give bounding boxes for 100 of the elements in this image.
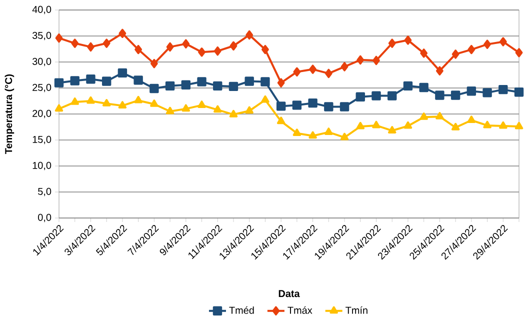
point	[404, 121, 412, 129]
point	[468, 44, 476, 54]
point	[260, 77, 270, 86]
point	[420, 48, 428, 58]
legend-label: Tmáx	[288, 306, 312, 314]
point	[245, 106, 254, 114]
point	[388, 91, 397, 100]
point	[420, 112, 428, 120]
point	[372, 56, 380, 66]
point	[498, 84, 508, 94]
point	[324, 68, 332, 78]
point	[182, 39, 190, 48]
point	[197, 77, 206, 86]
y-tick-label: 25,0	[32, 84, 52, 92]
legend-label: Tméd	[229, 306, 254, 314]
point	[308, 98, 318, 108]
point	[292, 100, 302, 110]
point	[118, 101, 127, 108]
point	[86, 74, 96, 84]
point	[324, 102, 334, 112]
point	[198, 48, 206, 57]
point	[166, 106, 174, 114]
point	[404, 36, 412, 45]
point	[356, 55, 364, 65]
y-tick-label: 30,0	[32, 58, 52, 66]
point	[134, 76, 143, 85]
point	[55, 33, 63, 43]
point	[244, 76, 254, 86]
point	[166, 42, 174, 52]
point	[276, 102, 286, 111]
point	[340, 132, 349, 140]
point	[246, 30, 254, 40]
point	[182, 104, 190, 112]
y-tick-label: 10,0	[32, 162, 52, 170]
point	[388, 126, 396, 134]
y-tick-label: 35,0	[32, 32, 52, 40]
point	[372, 91, 381, 100]
point	[102, 99, 111, 106]
point	[435, 90, 444, 100]
point	[165, 81, 175, 91]
y-axis-title: Temperatura (°C)	[4, 74, 14, 154]
point	[436, 112, 444, 120]
point	[324, 128, 333, 136]
point	[181, 80, 190, 90]
point	[102, 76, 112, 86]
point	[356, 92, 365, 102]
point	[229, 110, 238, 118]
point	[372, 120, 380, 128]
point	[403, 81, 413, 91]
point	[308, 131, 317, 139]
point	[451, 122, 460, 130]
point	[356, 122, 364, 130]
point	[450, 90, 460, 100]
point	[150, 100, 158, 107]
point	[54, 104, 64, 112]
point	[150, 58, 158, 68]
point	[515, 48, 523, 58]
point	[87, 42, 94, 52]
point	[134, 96, 142, 104]
point	[118, 28, 126, 38]
point	[150, 84, 159, 94]
point	[499, 37, 507, 46]
point	[277, 78, 285, 88]
point	[419, 82, 428, 92]
y-tick-label: 0,0	[38, 214, 52, 222]
point	[467, 116, 476, 124]
point	[198, 100, 206, 108]
point	[340, 62, 348, 72]
point	[134, 44, 142, 54]
point	[292, 128, 302, 136]
point	[228, 82, 238, 92]
point	[102, 38, 110, 48]
point	[261, 95, 270, 103]
point	[309, 64, 316, 74]
point	[214, 105, 222, 113]
point	[436, 66, 444, 76]
point	[71, 38, 79, 48]
point	[483, 120, 492, 128]
y-tick-label: 15,0	[32, 136, 52, 144]
point	[213, 81, 222, 91]
legend-label: Tmín	[346, 306, 368, 314]
y-tick-label: 20,0	[32, 110, 52, 118]
point	[70, 76, 80, 86]
point	[452, 50, 460, 59]
point	[70, 97, 79, 105]
point	[230, 41, 238, 50]
point	[276, 116, 286, 124]
point	[86, 96, 95, 104]
point	[482, 88, 492, 98]
point	[514, 88, 524, 97]
point	[214, 46, 222, 56]
point	[499, 121, 508, 129]
y-tick-label: 40,0	[32, 6, 52, 14]
x-axis-title: Data	[278, 290, 300, 298]
y-tick-label: 5,0	[38, 188, 52, 196]
point	[293, 67, 301, 76]
point	[340, 102, 350, 112]
point	[118, 68, 128, 78]
point	[262, 44, 269, 54]
point	[388, 38, 396, 48]
